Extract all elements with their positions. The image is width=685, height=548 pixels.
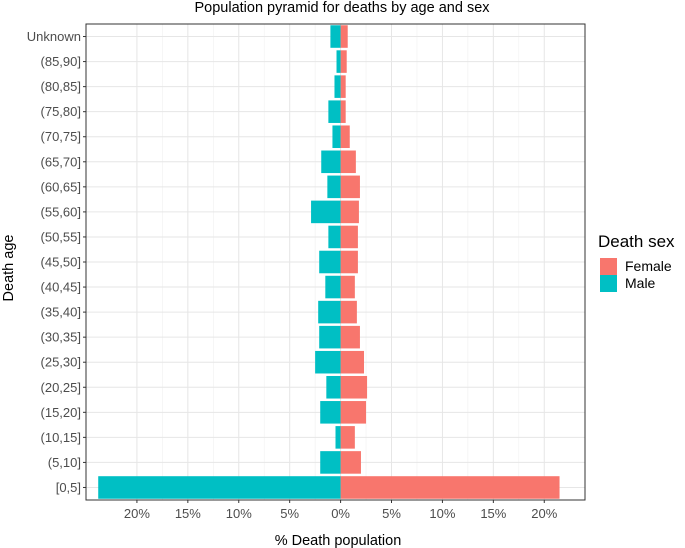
bar-female-12 [340,175,360,199]
y-tick-label: (5,10] [48,455,81,470]
legend-label-female: Female [625,258,672,274]
bar-male-14 [332,125,341,149]
bar-male-11 [311,200,341,224]
y-tick-label: (55,60] [41,204,81,219]
x-tick-label: 10% [226,506,252,521]
x-tick-label: 15% [175,506,201,521]
legend-title: Death sex [598,232,675,251]
bar-female-5 [340,350,365,374]
bar-male-16 [334,75,341,98]
bar-female-11 [340,200,359,224]
y-tick-label: (25,30] [41,355,81,370]
bar-male-3 [320,401,341,424]
plot-panel [85,23,586,501]
bar-male-4 [326,375,341,399]
bar-male-18 [330,25,341,48]
y-tick-label: (40,45] [41,280,81,295]
legend-label-male: Male [625,275,656,291]
bar-male-1 [320,451,341,474]
x-tick-label: 15% [480,506,506,521]
y-tick-label: (35,40] [41,305,81,320]
x-tick-label: 10% [429,506,455,521]
y-tick-label: Unknown [27,29,81,44]
y-tick-label: (10,15] [41,430,81,445]
y-tick-label: (70,75] [41,129,81,144]
bar-male-9 [319,250,341,274]
y-tick-label: (75,80] [41,104,81,119]
x-tick-label: 5% [280,506,299,521]
x-tick-label: 20% [531,506,557,521]
y-tick-label: (80,85] [41,79,81,94]
y-tick-label: (50,55] [41,229,81,244]
x-axis-tick-labels: 20% 15% 10% 5% 0% 5% 10% 15% 20% [124,500,558,521]
bar-male-5 [315,350,341,374]
x-tick-label: 5% [382,506,401,521]
bar-female-8 [340,275,355,299]
x-tick-label: 0% [331,506,350,521]
y-axis-tick-labels: [0,5] (5,10] (10,15] (15,20] (20,25] (25,30] (… [27,29,86,495]
bar-female-1 [340,451,361,474]
bar-male-6 [319,325,341,349]
bar-male-17 [336,50,341,73]
bar-female-0 [340,476,560,499]
bar-female-3 [340,401,367,424]
bar-male-8 [325,275,341,299]
bar-female-10 [340,225,358,249]
bar-female-9 [340,250,358,274]
bar-male-10 [328,225,341,249]
y-tick-label: (15,20] [41,405,81,420]
y-tick-label: (60,65] [41,179,81,194]
bar-female-6 [340,325,360,349]
bar-female-18 [340,25,348,48]
bar-female-4 [340,375,368,399]
bar-female-13 [340,150,356,174]
chart-title: Population pyramid for deaths by age and… [194,0,490,16]
bar-female-15 [340,100,346,123]
y-axis-title: Death age [1,235,17,302]
y-tick-label: (20,25] [41,380,81,395]
x-tick-label: 20% [124,506,150,521]
y-tick-label: (45,50] [41,255,81,270]
legend-swatch-female [600,258,617,275]
bar-male-13 [321,150,341,174]
y-tick-label: (65,70] [41,154,81,169]
bar-female-7 [340,300,357,324]
bar-female-17 [340,50,347,73]
bar-female-16 [340,75,346,98]
bar-male-2 [335,426,341,449]
y-tick-label: (30,35] [41,330,81,345]
bar-female-14 [340,125,350,149]
bar-male-12 [327,175,341,199]
y-tick-label: [0,5] [56,480,81,495]
bar-male-7 [318,300,341,324]
legend-swatch-male [600,275,617,292]
x-axis-title: % Death population [275,533,402,548]
y-tick-label: (85,90] [41,54,81,69]
bar-male-0 [98,476,341,499]
bar-male-15 [328,100,341,123]
bar-female-2 [340,426,355,449]
